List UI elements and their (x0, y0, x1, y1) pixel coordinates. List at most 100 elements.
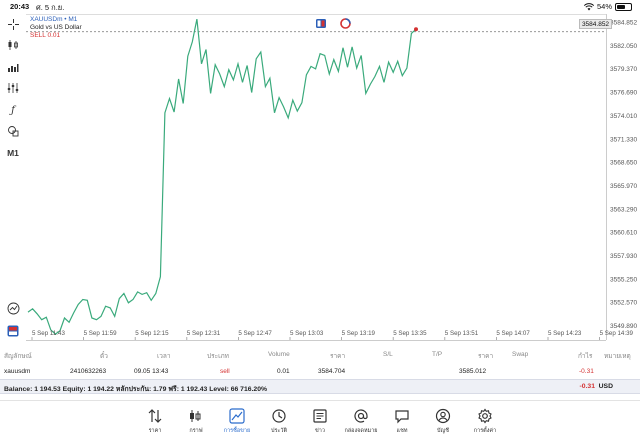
price-axis: 3584.852 3582.050 3579.370 3576.690 3574.010… (610, 20, 637, 331)
account-summary: Balance: 1 194.53 Equity: 1 194.22 หลักป… (4, 386, 268, 393)
price-tick-label: 3582.050 (610, 43, 637, 50)
time-tick-label: 5 Sep 13:03 (290, 330, 324, 337)
price-series (27, 18, 418, 335)
tab-history-label: ประวัติ (270, 428, 288, 434)
cell-profit: -0.31 (579, 368, 594, 375)
wifi-icon (583, 2, 594, 10)
currency-label: USD (598, 383, 613, 390)
price-tick-label: 3560.610 (610, 230, 637, 237)
tab-account-label: บัญชี (437, 428, 449, 434)
time-tick-label: 5 Sep 13:51 (445, 330, 479, 337)
tab-trade[interactable]: การซื้อขาย (215, 407, 259, 435)
account-summary-bar: Balance: 1 194.53 Equity: 1 194.22 หลักป… (0, 379, 640, 394)
price-tick-label: 3565.970 (610, 183, 637, 190)
time-tick-label: 5 Sep 11:59 (84, 330, 117, 337)
cell-type: sell (220, 368, 230, 375)
col-time: เวลา (157, 353, 171, 360)
objects-icon[interactable] (5, 123, 21, 139)
time-tick-label: 5 Sep 12:47 (238, 330, 272, 337)
price-tick-label: 3571.330 (610, 136, 637, 143)
timeframe-button[interactable]: M1 (7, 148, 19, 158)
price-tick-label: 3557.930 (610, 253, 637, 260)
order-line-label: SELL 0.01 (30, 32, 61, 39)
col-type: ประเภท (207, 353, 229, 360)
signal-icon[interactable] (340, 18, 351, 29)
tab-mailbox[interactable]: กล่องจดหมาย (339, 407, 383, 435)
col-sl: S/L (383, 351, 393, 358)
col-symbol: สัญลักษณ์ (4, 353, 32, 360)
cell-current-price: 3585.012 (459, 368, 487, 375)
speedometer-icon[interactable] (5, 300, 21, 316)
status-time: 20:43 (10, 2, 30, 11)
time-tick-label: 5 Sep 14:23 (548, 330, 582, 337)
tab-chart-label: กราฟ (189, 428, 203, 434)
price-tick-label: 3563.290 (610, 206, 637, 213)
account-icon (435, 408, 451, 424)
col-volume: Volume (268, 351, 290, 358)
settings-sliders-icon[interactable] (5, 80, 21, 96)
col-current-price: ราคา (478, 353, 494, 360)
status-indicators: 54% (583, 2, 632, 11)
battery-icon (615, 2, 632, 11)
mailbox-icon (354, 409, 368, 423)
chart-toolbar: ƒ M1 (0, 14, 26, 344)
cell-ticket: 2410632263 (70, 368, 107, 375)
cell-symbol: xauusdm (4, 368, 31, 375)
chart-icon (190, 410, 201, 422)
price-tick-label: 3576.690 (610, 90, 637, 97)
price-tick-label: 3584.852 (610, 20, 637, 27)
cell-volume: 0.01 (277, 368, 290, 375)
total-profit: -0.31 (579, 383, 596, 390)
trade-icon (229, 408, 245, 424)
one-click-trading-icon[interactable] (5, 323, 21, 339)
time-tick-label: 5 Sep 14:07 (496, 330, 530, 337)
tab-news-label: ข่าว (315, 428, 325, 434)
news-icon (313, 409, 327, 423)
cell-price: 3584.704 (318, 368, 346, 375)
positions-table: สัญลักษณ์ ตั๋ว เวลา ประเภท Volume ราคา S… (0, 346, 640, 398)
tab-chat[interactable]: แชท (380, 407, 424, 435)
one-click-panel-icon[interactable] (316, 19, 326, 28)
price-line (27, 18, 417, 335)
chart-type-icon[interactable] (5, 37, 21, 53)
function-icon[interactable]: ƒ (11, 104, 15, 116)
price-tick-label: 3568.650 (610, 160, 637, 167)
chart-canvas: 3584.852 3582.050 3579.370 3576.690 3574.010… (26, 14, 637, 341)
last-price-marker (414, 27, 418, 32)
price-tick-label: 3574.010 (610, 113, 637, 120)
price-tick-label: 3552.570 (610, 300, 637, 307)
tab-history[interactable]: ประวัติ (257, 407, 301, 435)
time-axis: 5 Sep 11:43 5 Sep 11:59 5 Sep 12:15 5 Sep 1… (31, 330, 634, 340)
tab-news[interactable]: ข่าว (298, 407, 342, 435)
tab-chat-label: แชท (396, 428, 408, 434)
bottom-tab-bar: ราคา กราฟ การซื้อขาย ประวัติ ข่าว กล่องจ… (0, 400, 640, 447)
settings-icon (478, 408, 492, 424)
tab-settings-label: การตั้งค่า (473, 428, 497, 434)
tab-trade-label: การซื้อขาย (223, 428, 251, 434)
indicators-icon[interactable] (5, 59, 21, 75)
col-swap: Swap (512, 351, 529, 358)
crosshair-icon[interactable] (5, 16, 21, 32)
tab-quotes-label: ราคา (148, 428, 162, 434)
tab-settings[interactable]: การตั้งค่า (463, 407, 507, 435)
price-tick-label: 3549.890 (610, 323, 637, 330)
table-header: สัญลักษณ์ ตั๋ว เวลา ประเภท Volume ราคา S… (0, 349, 640, 363)
tab-account[interactable]: บัญชี (421, 407, 465, 435)
col-tp: T/P (432, 351, 443, 358)
time-tick-label: 5 Sep 14:39 (600, 330, 634, 337)
col-price: ราคา (330, 353, 346, 360)
price-chart[interactable]: 3584.852 3582.050 3579.370 3576.690 3574.010… (26, 14, 640, 344)
current-price-tag: 3584.852 (579, 19, 612, 29)
price-tick-label: 3579.370 (610, 66, 637, 73)
price-tick-label: 3555.250 (610, 276, 637, 283)
col-comment: หมายเหตุ (604, 353, 631, 360)
col-profit: กำไร (578, 353, 593, 360)
cell-time: 09.05 13:43 (134, 368, 169, 375)
table-row[interactable]: xauusdm 2410632263 09.05 13:43 sell 0.01… (0, 366, 640, 380)
time-tick-label: 5 Sep 11:43 (32, 330, 65, 337)
time-tick-label: 5 Sep 12:15 (135, 330, 169, 337)
tab-quotes[interactable]: ราคา (133, 407, 177, 435)
battery-percent: 54% (596, 2, 612, 11)
status-bar: 20:43 ศ. 5 ก.ย. 54% (0, 0, 640, 13)
tab-chart[interactable]: กราฟ (174, 407, 218, 435)
